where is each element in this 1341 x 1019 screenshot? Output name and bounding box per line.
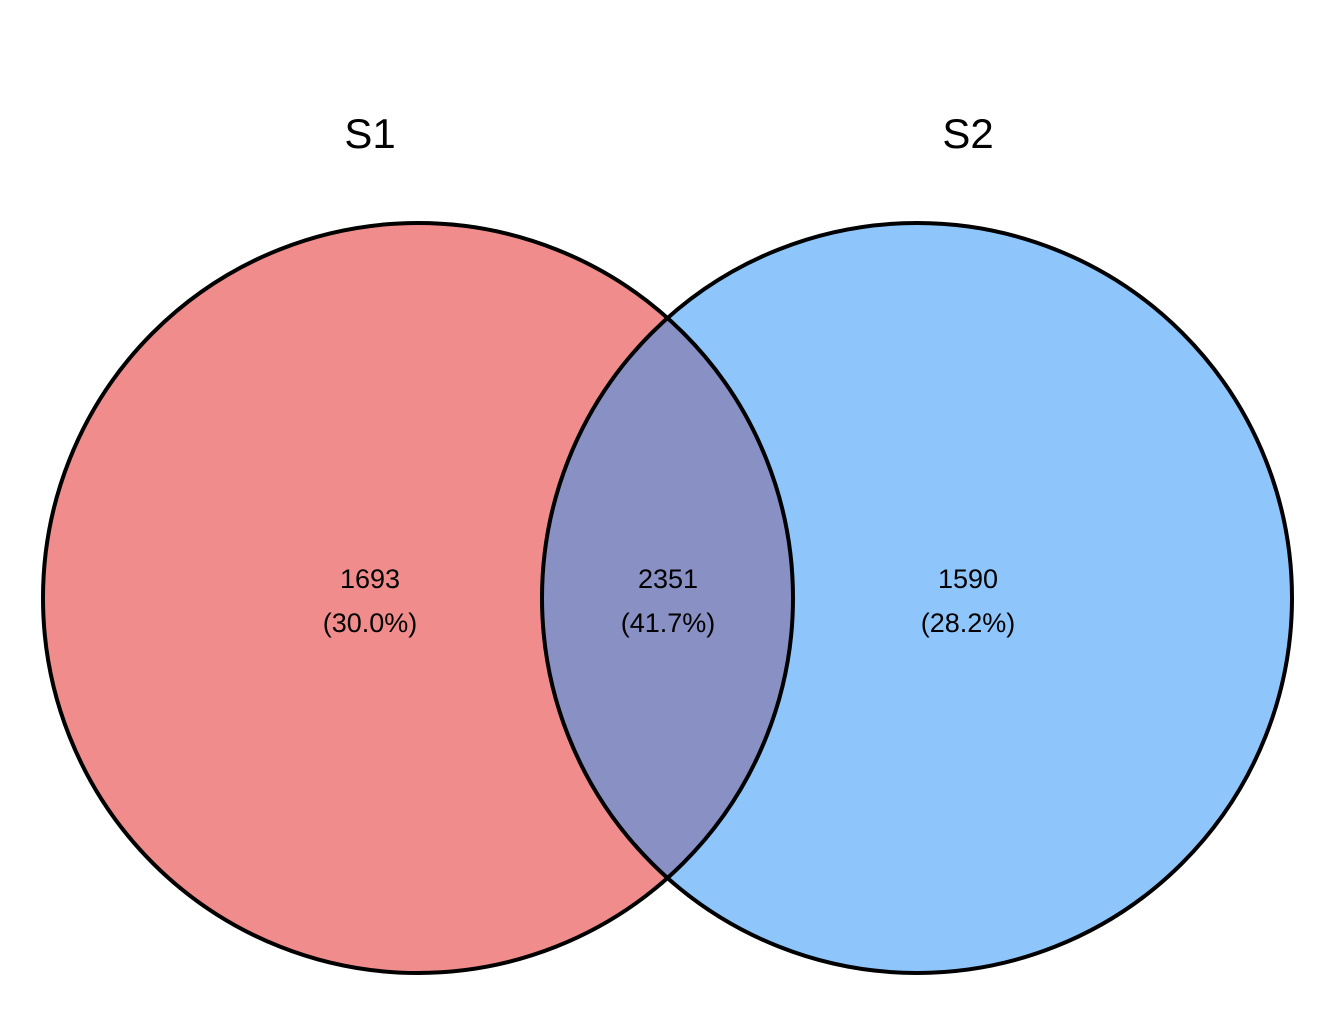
s1-only-count: 1693 bbox=[340, 564, 400, 594]
s2-only-percent: (28.2%) bbox=[921, 608, 1016, 638]
intersection-count: 2351 bbox=[638, 564, 698, 594]
set-outline-s1 bbox=[41, 221, 795, 975]
set-outline-s2 bbox=[540, 221, 1294, 975]
intersection-region bbox=[542, 223, 793, 973]
s1-only-percent: (30.0%) bbox=[323, 608, 418, 638]
set-label-s2: S2 bbox=[942, 110, 993, 157]
intersection-percent: (41.7%) bbox=[621, 608, 716, 638]
s2-only-count: 1590 bbox=[938, 564, 998, 594]
set-label-s1: S1 bbox=[344, 110, 395, 157]
